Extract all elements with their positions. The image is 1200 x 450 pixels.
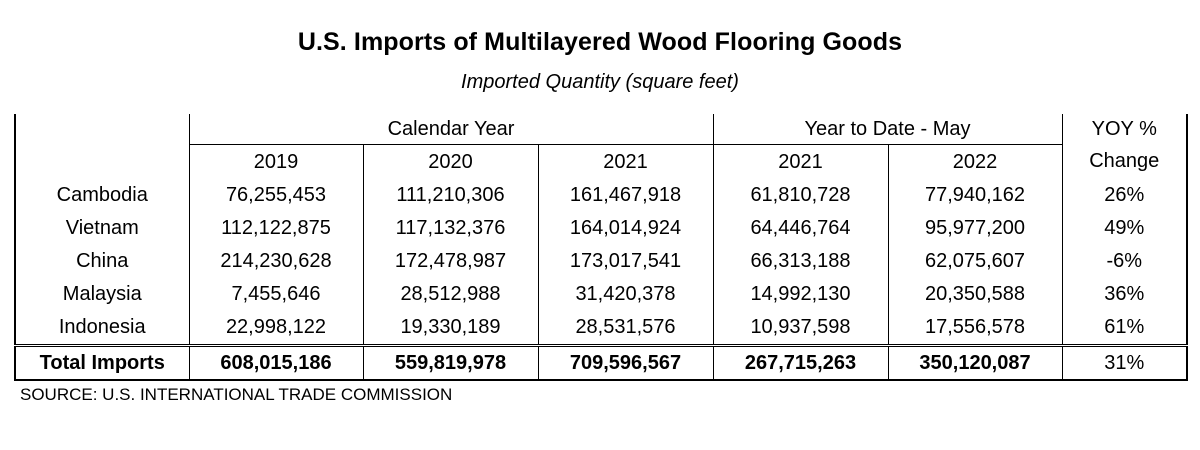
year-header: 2022: [888, 144, 1063, 179]
yoy-header-line1: YOY %: [1062, 114, 1189, 145]
year-header: 2021: [713, 144, 889, 179]
group-header-row: Calendar Year Year to Date - May YOY %: [14, 114, 1189, 179]
value-cell: 95,977,200: [888, 212, 1063, 245]
corner-cell: [14, 114, 190, 179]
yoy-cell: 26%: [1062, 179, 1189, 212]
value-cell: 7,455,646: [189, 278, 364, 311]
value-cell: 62,075,607: [888, 245, 1063, 278]
total-yoy-cell: 31%: [1062, 344, 1189, 381]
page-title: U.S. Imports of Multilayered Wood Floori…: [297, 28, 903, 56]
value-cell: 117,132,376: [363, 212, 539, 245]
value-cell: 17,556,578: [888, 311, 1063, 346]
value-cell: 164,014,924: [538, 212, 714, 245]
table-row: Malaysia 7,455,646 28,512,988 31,420,378…: [14, 278, 1189, 311]
page-subtitle: Imported Quantity (square feet): [461, 71, 739, 93]
value-cell: 28,531,576: [538, 311, 714, 346]
calendar-year-header: Calendar Year: [189, 114, 714, 145]
value-cell: 61,810,728: [713, 179, 889, 212]
yoy-cell: 49%: [1062, 212, 1189, 245]
value-cell: 19,330,189: [363, 311, 539, 346]
total-value-cell: 608,015,186: [189, 344, 364, 381]
value-cell: 111,210,306: [363, 179, 539, 212]
value-cell: 10,937,598: [713, 311, 889, 346]
table-row: Cambodia 76,255,453 111,210,306 161,467,…: [14, 179, 1189, 212]
table-row: Indonesia 22,998,122 19,330,189 28,531,5…: [14, 311, 1189, 346]
value-cell: 14,992,130: [713, 278, 889, 311]
yoy-cell: 36%: [1062, 278, 1189, 311]
value-cell: 172,478,987: [363, 245, 539, 278]
imports-table: Calendar Year Year to Date - May YOY % 2…: [14, 114, 1189, 381]
ytd-header: Year to Date - May: [713, 114, 1063, 145]
value-cell: 77,940,162: [888, 179, 1063, 212]
value-cell: 31,420,378: [538, 278, 714, 311]
yoy-cell: 61%: [1062, 311, 1189, 346]
value-cell: 76,255,453: [189, 179, 364, 212]
year-header-row: 2019 2020 2021 2021 2022 Change: [15, 144, 1189, 179]
value-cell: 64,446,764: [713, 212, 889, 245]
value-cell: 20,350,588: [888, 278, 1063, 311]
value-cell: 173,017,541: [538, 245, 714, 278]
country-cell: Malaysia: [14, 278, 190, 311]
value-cell: 28,512,988: [363, 278, 539, 311]
value-cell: 161,467,918: [538, 179, 714, 212]
value-cell: 66,313,188: [713, 245, 889, 278]
table-row: China 214,230,628 172,478,987 173,017,54…: [14, 245, 1189, 278]
value-cell: 214,230,628: [189, 245, 364, 278]
yoy-header-line2: Change: [1062, 144, 1189, 179]
year-header: 2019: [189, 144, 364, 179]
total-value-cell: 267,715,263: [713, 344, 889, 381]
country-cell: Indonesia: [14, 311, 190, 346]
source-note: SOURCE: U.S. INTERNATIONAL TRADE COMMISS…: [20, 385, 453, 404]
total-row: Total Imports 608,015,186 559,819,978 70…: [14, 344, 1189, 381]
country-cell: China: [14, 245, 190, 278]
value-cell: 22,998,122: [189, 311, 364, 346]
table-row: Vietnam 112,122,875 117,132,376 164,014,…: [14, 212, 1189, 245]
yoy-cell: -6%: [1062, 245, 1189, 278]
total-value-cell: 709,596,567: [538, 344, 714, 381]
year-header: 2021: [538, 144, 714, 179]
country-cell: Cambodia: [14, 179, 190, 212]
total-value-cell: 350,120,087: [888, 344, 1063, 381]
country-cell: Vietnam: [14, 212, 190, 245]
total-label: Total Imports: [14, 344, 190, 381]
total-value-cell: 559,819,978: [363, 344, 539, 381]
value-cell: 112,122,875: [189, 212, 364, 245]
year-header: 2020: [363, 144, 539, 179]
